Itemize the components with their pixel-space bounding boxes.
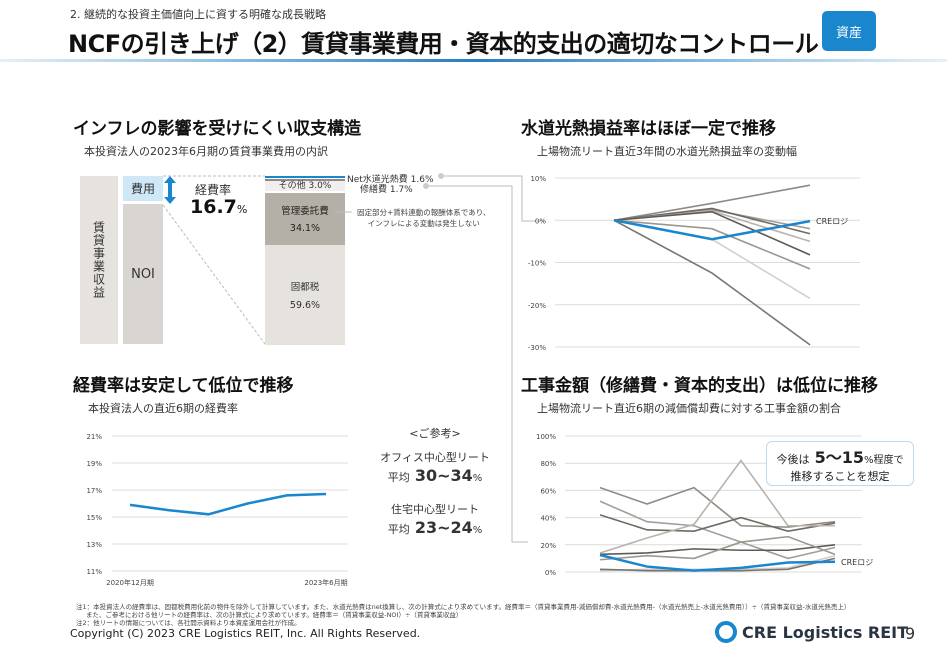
y-tick-label: 40% bbox=[540, 515, 556, 523]
double-arrow-icon bbox=[164, 176, 176, 204]
series-line-peer3 bbox=[599, 514, 836, 533]
repair-segment bbox=[265, 179, 345, 181]
copyright: Copyright (C) 2023 CRE Logistics REIT, I… bbox=[70, 627, 421, 640]
expense-ratio-value: 16.7% bbox=[190, 196, 247, 218]
y-tick-label: 80% bbox=[540, 460, 556, 468]
series-line-CREロジ bbox=[599, 553, 836, 572]
property-tax-segment: 固都税 59.6% bbox=[265, 245, 345, 345]
y-tick-label: 11% bbox=[86, 568, 102, 576]
property-tax-pct: 59.6% bbox=[289, 300, 321, 311]
mgmt-fee-note: 固定部分+賃料連動の報酬体系であり、 インフレによる変動は発生しない bbox=[357, 207, 490, 229]
noi-segment: NOI bbox=[123, 204, 163, 344]
highlight-series-label: CREロジ bbox=[841, 558, 873, 567]
ratio-panel-subtitle: 本投資法人の直近6期の経費率 bbox=[88, 402, 238, 415]
logo-ring-icon bbox=[715, 621, 737, 643]
utility-panel-subtitle: 上場物流リート直近3年間の水道光熱損益率の変動幅 bbox=[537, 145, 797, 158]
section-label: 2. 継続的な投資主価値向上に資する明確な成長戦略 bbox=[70, 8, 326, 21]
category-tag: 資産 bbox=[822, 11, 876, 51]
x-tick-label: 2020年12月期 bbox=[106, 578, 154, 587]
ratio-panel-title: 経費率は安定して低位で推移 bbox=[73, 376, 294, 396]
utility-label: Net水道光熱費 1.6% bbox=[347, 175, 434, 185]
reference-box: <ご参考> オフィス中心型リート 平均 30~34% 住宅中心型リート 平均 2… bbox=[360, 425, 510, 537]
revenue-label: 賃貸事業収益 bbox=[91, 221, 106, 299]
property-tax-label: 固都税 bbox=[290, 282, 320, 293]
expense-label: 費用 bbox=[130, 182, 155, 196]
repair-label: 修繕費 1.7% bbox=[360, 185, 413, 195]
noi-label: NOI bbox=[131, 266, 155, 282]
y-tick-label: 19% bbox=[86, 460, 102, 468]
logo-text: CRE Logistics REIT bbox=[742, 622, 909, 642]
mgmt-fee-label: 管理委託費 bbox=[281, 206, 329, 217]
expense-ratio-label: 経費率 bbox=[195, 183, 232, 197]
series-line-peer8 bbox=[599, 557, 836, 572]
mgmt-fee-segment: 管理委託費 34.1% bbox=[265, 193, 345, 245]
residential-reit-label: 住宅中心型リート bbox=[391, 503, 479, 516]
mgmt-note-line2: インフレによる変動は発生しない bbox=[367, 219, 480, 228]
series-line-peer6 bbox=[613, 219, 811, 270]
y-tick-label: 15% bbox=[86, 514, 102, 522]
breakdown-connector-lines bbox=[162, 175, 266, 345]
expense-ratio-number: 16.7 bbox=[190, 196, 237, 218]
office-reit-label: オフィス中心型リート bbox=[380, 451, 490, 464]
callout-value: 5〜15 bbox=[814, 448, 864, 467]
y-tick-label: 17% bbox=[86, 487, 102, 495]
series-line-CREロジ bbox=[613, 219, 811, 241]
callout-line2: 推移することを想定 bbox=[790, 470, 890, 483]
capex-panel-title: 工事金額（修繕費・資本的支出）は低位に推移 bbox=[521, 376, 878, 396]
revenue-bar: 賃貸事業収益 bbox=[80, 176, 118, 344]
company-logo: CRE Logistics REIT bbox=[714, 620, 908, 644]
expense-ratio-chart: 21% 19% 17% 15% 13% 11% 2020年12月期 2023年6月期 bbox=[86, 433, 348, 587]
y-tick-label: 10% bbox=[530, 175, 546, 183]
other-segment: その他 3.0% bbox=[265, 181, 345, 191]
residential-reit-prefix: 平均 bbox=[387, 523, 410, 536]
y-tick-label: 21% bbox=[86, 433, 102, 441]
x-tick-label: 2023年6月期 bbox=[304, 578, 347, 587]
highlight-series-label: CREロジ bbox=[816, 217, 848, 226]
residential-reit-value: 23~24 bbox=[414, 518, 473, 537]
y-tick-label: 20% bbox=[540, 542, 556, 550]
series-line-経費率 bbox=[129, 492, 327, 516]
series-line-peer2 bbox=[599, 500, 836, 560]
series-line-peer8 bbox=[613, 219, 811, 346]
page-number: 9 bbox=[905, 624, 916, 643]
y-tick-label: -30% bbox=[528, 344, 546, 352]
series-line-peer3 bbox=[613, 207, 811, 235]
y-tick-label: -10% bbox=[528, 260, 546, 268]
page-title: NCFの引き上げ（2）賃貸事業費用・資本的支出の適切なコントロール bbox=[68, 30, 819, 58]
office-reit-value: 30~34 bbox=[414, 466, 473, 485]
y-tick-label: 100% bbox=[536, 433, 556, 441]
y-tick-label: 60% bbox=[540, 487, 556, 495]
utility-chart: 10% 0% -10% -20% -30% CREロジ bbox=[528, 175, 860, 352]
title-divider bbox=[0, 59, 947, 62]
series-line-peer6 bbox=[599, 535, 836, 561]
other-label: その他 3.0% bbox=[278, 181, 332, 191]
capex-callout: 今後は 5〜15%程度で 推移することを想定 bbox=[766, 441, 914, 486]
note-2: 注2：他リートの情報については、各社開示資料より本資産運用会社が作成。 bbox=[76, 619, 301, 627]
utility-segment bbox=[265, 176, 345, 178]
note-1-line-1: 注1：本投資法人の経費率は、固都税費用化前の物件を除外して計算しています。また、… bbox=[76, 603, 851, 611]
note-1-line-2: また、ご参考における他リートの経費率は、次の計算式により求めています。経費率＝（… bbox=[86, 611, 463, 619]
series-line-peer5 bbox=[613, 210, 811, 256]
y-tick-label: -20% bbox=[528, 302, 546, 310]
inflation-panel-title: インフレの影響を受けにくい収支構造 bbox=[73, 119, 362, 139]
mgmt-note-line1: 固定部分+賃料連動の報酬体系であり、 bbox=[357, 208, 491, 217]
residential-reit-unit: % bbox=[472, 525, 483, 536]
expense-segment: 費用 bbox=[123, 176, 163, 201]
utility-panel-title: 水道光熱損益率はほぼ一定で推移 bbox=[521, 119, 776, 139]
y-tick-label: 0% bbox=[545, 569, 556, 577]
callout-prefix: 今後は bbox=[776, 453, 810, 466]
mgmt-fee-pct: 34.1% bbox=[289, 223, 321, 234]
inflation-panel-subtitle: 本投資法人の2023年6月期の賃貸事業費用の内訳 bbox=[84, 145, 328, 158]
callout-suffix: %程度で bbox=[863, 455, 904, 466]
series-line-peer4 bbox=[599, 459, 835, 554]
reference-heading: <ご参考> bbox=[409, 427, 461, 440]
y-tick-label: 0% bbox=[535, 217, 546, 225]
office-reit-prefix: 平均 bbox=[387, 471, 410, 484]
series-line-peer1 bbox=[613, 184, 811, 222]
y-tick-label: 13% bbox=[86, 541, 102, 549]
office-reit-unit: % bbox=[472, 473, 483, 484]
capex-panel-subtitle: 上場物流リート直近6期の減価償却費に対する工事金額の割合 bbox=[537, 402, 841, 415]
expense-ratio-unit: % bbox=[236, 203, 248, 216]
